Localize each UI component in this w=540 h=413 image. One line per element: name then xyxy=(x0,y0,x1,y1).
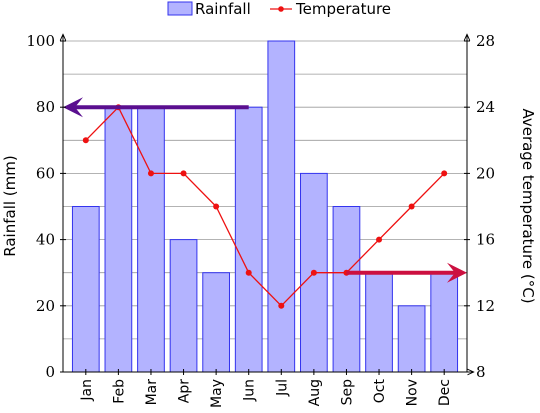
y-tick-label: 100 xyxy=(26,32,55,50)
bar-jul xyxy=(267,40,296,373)
axes xyxy=(60,35,473,375)
x-tick-label-jun: Jun xyxy=(242,379,258,402)
bar-jun xyxy=(234,106,263,373)
bar-mar xyxy=(137,106,165,373)
bar-jan xyxy=(71,206,100,373)
y2-tick-label: 8 xyxy=(476,363,486,381)
temperature-point-oct xyxy=(376,236,383,243)
temperature-point-jul xyxy=(278,302,285,309)
x-tick-label-jul: Jul xyxy=(274,379,290,397)
y-tick-label: 80 xyxy=(36,98,55,116)
temperature-point-may xyxy=(213,203,220,210)
x-tick-label-oct: Oct xyxy=(372,379,388,404)
annotation-arrow-head-0 xyxy=(63,97,83,118)
temperature-point-apr xyxy=(180,170,187,177)
x-tick-label-mar: Mar xyxy=(144,379,160,406)
temperature-point-jan xyxy=(82,137,89,144)
x-tick-label-may: May xyxy=(209,379,225,408)
x-tick-label-sep: Sep xyxy=(339,379,355,406)
y-axis-title: Rainfall (mm) xyxy=(1,155,19,256)
legend-rainfall-swatch xyxy=(167,1,193,16)
temperature-point-jun xyxy=(245,269,252,276)
annotation-arrows xyxy=(63,97,467,283)
bar-sep xyxy=(332,206,361,373)
y-tick-label: 0 xyxy=(45,363,55,381)
bar-oct xyxy=(365,272,393,373)
tick-labels: 0 20 40 60 80 100 8 12 16 20 24 28 Jan Feb Mar Apr May Ju… xyxy=(26,32,495,408)
temperature-point-aug xyxy=(310,269,317,276)
temperature-point-dec xyxy=(441,170,448,177)
x-tick-label-nov: Nov xyxy=(405,379,421,406)
bar-dec xyxy=(430,272,459,373)
x-tick-label-feb: Feb xyxy=(111,379,127,404)
legend-temperature-marker xyxy=(278,6,284,12)
y2-tick-label: 20 xyxy=(476,164,495,182)
x-tick-label-jan: Jan xyxy=(79,379,95,402)
y-tick-label: 40 xyxy=(36,231,55,249)
temperature-line xyxy=(82,104,448,309)
y-tick-label: 60 xyxy=(36,164,55,182)
y2-tick-label: 16 xyxy=(476,231,495,249)
legend-temperature-label: Temperature xyxy=(295,0,391,18)
y2-tick-label: 24 xyxy=(476,98,495,116)
legend-rainfall-label: Rainfall xyxy=(195,0,251,18)
y2-tick-label: 28 xyxy=(476,32,495,50)
bar-apr xyxy=(169,239,198,373)
annotation-arrow-head-1 xyxy=(447,262,467,283)
bar-nov xyxy=(397,305,426,373)
x-tick-label-aug: Aug xyxy=(307,379,323,406)
x-tick-label-apr: Apr xyxy=(177,379,193,403)
legend: Rainfall Temperature xyxy=(167,0,391,18)
temperature-point-mar xyxy=(147,170,154,177)
temperature-polyline xyxy=(85,106,445,307)
bar-feb xyxy=(104,106,133,373)
y2-axis-title: Average temperature (°C) xyxy=(519,108,537,303)
temperature-point-nov xyxy=(408,203,415,210)
y-tick-label: 20 xyxy=(36,297,55,315)
y2-tick-label: 12 xyxy=(476,297,495,315)
bar-may xyxy=(202,272,230,373)
x-tick-label-dec: Dec xyxy=(437,379,453,406)
